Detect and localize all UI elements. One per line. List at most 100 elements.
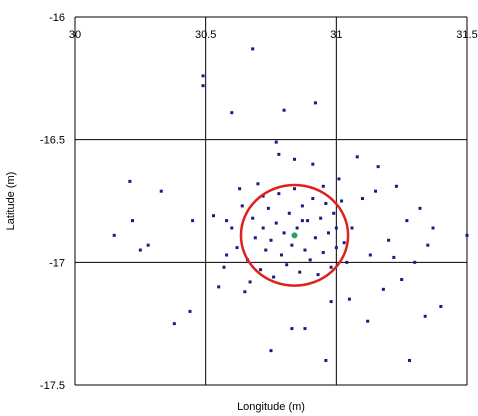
data-point-21: [261, 194, 265, 198]
data-point-70: [269, 238, 273, 242]
data-point-67: [261, 226, 265, 230]
data-point-84: [306, 219, 310, 223]
data-point-1: [128, 179, 132, 183]
x-tick-labels: 30 30.5 31 31.5: [69, 29, 478, 41]
data-point-71: [272, 275, 276, 279]
data-point-2: [130, 219, 134, 223]
data-point-79: [293, 187, 297, 191]
data-point-25: [282, 108, 286, 112]
data-point-41: [366, 319, 370, 323]
data-point-98: [350, 226, 354, 230]
data-point-74: [279, 253, 283, 257]
data-point-5: [159, 189, 163, 193]
data-point-22: [269, 349, 273, 353]
data-point-45: [381, 287, 385, 291]
data-point-88: [316, 273, 320, 277]
data-point-75: [282, 231, 286, 235]
data-point-80: [295, 226, 299, 230]
y-tick-labels: -16 -16.5 -17 -17.5: [40, 12, 65, 392]
data-point-7: [188, 309, 192, 313]
data-point-40: [360, 197, 364, 201]
data-point-15: [225, 253, 229, 257]
data-point-12: [217, 285, 221, 289]
scatter-series: [112, 47, 469, 362]
data-point-9: [201, 74, 205, 78]
data-point-10: [201, 84, 205, 88]
data-point-6: [172, 322, 176, 326]
data-point-91: [324, 201, 328, 205]
data-point-42: [368, 253, 372, 257]
overlay: [239, 183, 350, 287]
data-point-66: [259, 268, 263, 272]
data-point-20: [251, 47, 255, 51]
data-point-73: [277, 192, 281, 196]
y-tick-label: -16.5: [40, 135, 65, 147]
y-tick-label: -17: [49, 257, 65, 269]
data-point-63: [251, 216, 255, 220]
data-point-95: [334, 246, 338, 250]
data-point-17: [238, 187, 242, 191]
data-point-72: [274, 221, 278, 225]
data-point-43: [374, 189, 378, 193]
data-point-29: [303, 327, 307, 331]
data-point-93: [329, 265, 333, 269]
data-point-13: [222, 265, 226, 269]
data-point-82: [300, 204, 304, 208]
data-point-97: [345, 260, 349, 264]
data-point-26: [290, 327, 294, 331]
data-point-92: [326, 231, 330, 235]
data-point-49: [400, 278, 404, 282]
data-point-35: [334, 226, 338, 230]
data-point-58: [465, 233, 469, 237]
data-point-34: [329, 300, 333, 304]
grid: [74, 16, 468, 386]
data-point-33: [324, 358, 328, 362]
data-point-30: [311, 162, 315, 166]
data-point-90: [321, 251, 325, 255]
data-point-4: [146, 243, 150, 247]
data-point-36: [337, 177, 341, 181]
data-point-28: [300, 219, 304, 223]
data-point-77: [287, 211, 291, 215]
data-point-76: [285, 263, 289, 267]
data-point-69: [266, 206, 270, 210]
data-point-39: [355, 155, 359, 159]
data-point-19: [248, 280, 252, 284]
x-tick-label: 31: [330, 29, 342, 41]
data-point-23: [274, 140, 278, 144]
data-point-81: [298, 270, 302, 274]
data-point-37: [342, 241, 346, 245]
data-point-24: [277, 152, 281, 156]
data-point-55: [426, 243, 430, 247]
y-tick-label: -17.5: [40, 380, 65, 392]
data-point-54: [423, 314, 427, 318]
data-point-68: [264, 248, 268, 252]
data-point-8: [191, 219, 195, 223]
data-point-60: [235, 246, 239, 250]
data-point-31: [313, 101, 317, 105]
data-point-94: [332, 211, 336, 215]
data-point-56: [431, 226, 435, 230]
data-point-83: [303, 248, 307, 252]
data-point-78: [290, 243, 294, 247]
data-point-46: [387, 238, 391, 242]
center-point: [291, 232, 298, 239]
data-point-18: [243, 290, 247, 294]
x-tick-label: 31.5: [456, 29, 477, 41]
data-point-38: [347, 297, 351, 301]
data-point-16: [230, 111, 234, 115]
x-axis-label: Longitude (m): [237, 401, 305, 413]
data-point-47: [392, 255, 396, 259]
data-point-85: [308, 258, 312, 262]
data-point-11: [212, 214, 216, 218]
data-point-53: [418, 206, 422, 210]
data-point-3: [138, 248, 142, 252]
data-point-59: [230, 226, 234, 230]
y-tick-label: -16: [49, 12, 65, 24]
data-point-87: [313, 236, 317, 240]
data-point-89: [319, 216, 323, 220]
data-point-44: [376, 165, 380, 169]
data-point-57: [439, 304, 443, 308]
data-point-65: [256, 182, 260, 186]
